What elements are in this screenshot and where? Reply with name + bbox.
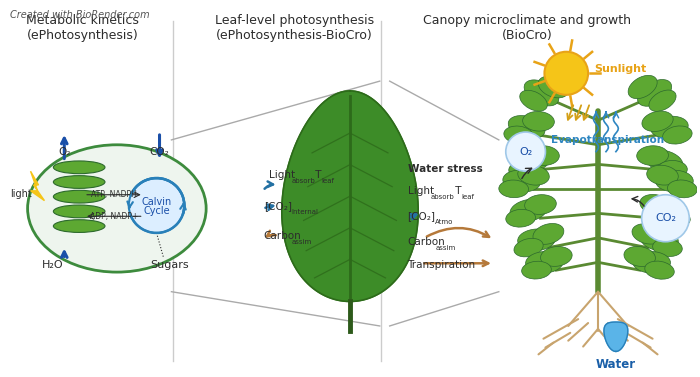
Ellipse shape — [629, 75, 657, 99]
Text: Created with BioRender.com: Created with BioRender.com — [10, 10, 149, 20]
Circle shape — [129, 178, 184, 233]
Text: absorb: absorb — [291, 178, 315, 184]
Ellipse shape — [508, 116, 545, 138]
Ellipse shape — [510, 199, 547, 222]
Ellipse shape — [27, 145, 207, 272]
Text: Evapotranspiration: Evapotranspiration — [552, 135, 664, 145]
Ellipse shape — [53, 161, 105, 174]
Ellipse shape — [518, 228, 555, 251]
Ellipse shape — [632, 224, 664, 244]
Ellipse shape — [518, 165, 550, 185]
Ellipse shape — [513, 150, 550, 173]
Text: Internal: Internal — [291, 210, 318, 215]
Text: Water: Water — [596, 358, 636, 371]
Ellipse shape — [522, 261, 551, 279]
Ellipse shape — [541, 246, 572, 267]
Ellipse shape — [53, 205, 105, 218]
Ellipse shape — [528, 146, 559, 166]
Text: Canopy microclimate and growth
(BioCro): Canopy microclimate and growth (BioCro) — [423, 14, 631, 42]
Circle shape — [545, 52, 588, 95]
Text: leaf: leaf — [321, 178, 334, 184]
Ellipse shape — [523, 112, 554, 131]
Text: Atmo: Atmo — [435, 219, 454, 225]
Text: O₂: O₂ — [519, 147, 532, 156]
Text: Light: Light — [407, 186, 434, 196]
Ellipse shape — [525, 195, 556, 215]
Text: Cycle: Cycle — [144, 206, 170, 216]
Text: CO₂: CO₂ — [655, 213, 676, 223]
Ellipse shape — [520, 90, 547, 111]
Text: Sugars: Sugars — [150, 260, 189, 270]
Ellipse shape — [650, 116, 688, 138]
Text: Sunlight: Sunlight — [594, 64, 646, 74]
Text: Carbon: Carbon — [264, 231, 302, 241]
Ellipse shape — [533, 224, 564, 244]
Ellipse shape — [499, 180, 528, 198]
Text: [CO₂]: [CO₂] — [264, 201, 292, 211]
Ellipse shape — [53, 190, 105, 203]
Text: assim: assim — [291, 239, 312, 245]
Ellipse shape — [640, 195, 671, 215]
Polygon shape — [604, 322, 628, 351]
Ellipse shape — [668, 180, 697, 198]
Ellipse shape — [514, 239, 543, 257]
Text: Carbon: Carbon — [407, 237, 445, 247]
Text: absorb: absorb — [430, 194, 454, 200]
Text: Light: Light — [269, 170, 295, 180]
Ellipse shape — [645, 150, 683, 172]
Ellipse shape — [526, 251, 563, 274]
Ellipse shape — [504, 126, 533, 144]
Ellipse shape — [637, 146, 668, 166]
Text: Calvin: Calvin — [141, 196, 172, 207]
Ellipse shape — [636, 81, 673, 104]
Text: ADP, NADP+: ADP, NADP+ — [90, 212, 138, 221]
Text: Leaf-level photosynthesis
(ePhotosynthesis-BioCro): Leaf-level photosynthesis (ePhotosynthes… — [215, 14, 374, 42]
Ellipse shape — [53, 220, 105, 233]
Text: Water stress: Water stress — [407, 164, 482, 174]
Ellipse shape — [647, 165, 678, 185]
Text: [CO₂]: [CO₂] — [407, 211, 435, 221]
Circle shape — [506, 132, 545, 171]
Ellipse shape — [645, 261, 674, 279]
Text: Transpiration: Transpiration — [407, 260, 476, 270]
Ellipse shape — [624, 247, 656, 266]
Text: light: light — [10, 189, 32, 199]
Ellipse shape — [663, 126, 692, 144]
Text: CO₂: CO₂ — [150, 147, 169, 156]
Text: Metabolic kinetics
(ePhotosynthesis): Metabolic kinetics (ePhotosynthesis) — [26, 14, 139, 42]
Ellipse shape — [642, 111, 673, 132]
Ellipse shape — [539, 75, 568, 98]
Ellipse shape — [657, 161, 687, 178]
Ellipse shape — [634, 250, 670, 274]
Ellipse shape — [641, 228, 678, 251]
Text: T: T — [312, 170, 322, 180]
Circle shape — [642, 195, 690, 242]
Text: H₂O: H₂O — [41, 260, 63, 270]
Ellipse shape — [656, 170, 693, 192]
Text: assim: assim — [435, 245, 456, 251]
Polygon shape — [31, 171, 44, 201]
Ellipse shape — [509, 160, 538, 178]
Ellipse shape — [503, 170, 540, 192]
Text: ATP, NADPH: ATP, NADPH — [91, 190, 136, 199]
Text: T: T — [452, 186, 462, 196]
Ellipse shape — [506, 209, 536, 227]
Text: leaf: leaf — [461, 194, 474, 200]
Ellipse shape — [53, 176, 105, 188]
Ellipse shape — [652, 239, 682, 256]
Ellipse shape — [649, 199, 686, 221]
Text: O₂: O₂ — [58, 147, 71, 156]
Ellipse shape — [524, 81, 560, 105]
Ellipse shape — [649, 90, 676, 111]
Ellipse shape — [661, 209, 690, 227]
Polygon shape — [282, 91, 418, 302]
